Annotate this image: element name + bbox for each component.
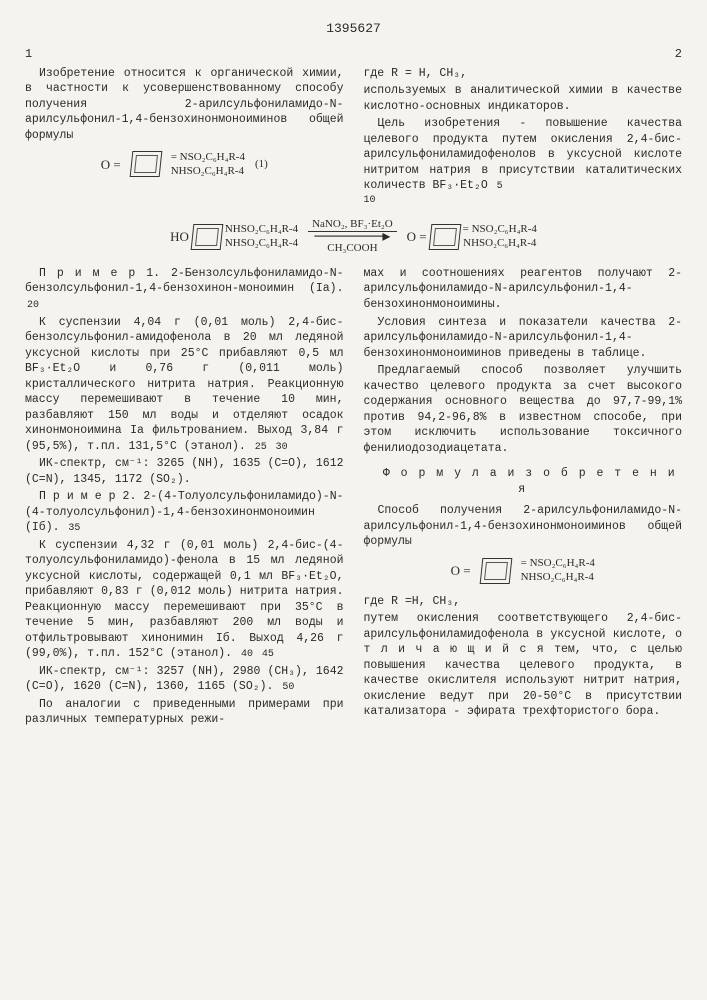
colnum-2: 2 xyxy=(675,46,682,62)
ex1-p1-text: К суспензии 4,04 г (0,01 моль) 2,4-бис-б… xyxy=(25,316,344,453)
claims-formula: O = = NSO₂C₆H₄R-4 NHSO₂C₆H₄R-4 xyxy=(364,558,683,584)
reaction-scheme: HO NHSO₂C₆H₄R-4 NHSO₂C₆H₄R-4 NaNO₂, BF₃·… xyxy=(25,219,682,254)
margin-40: 40 xyxy=(241,649,253,660)
margin-25: 25 xyxy=(255,442,267,453)
react-sub1: NHSO₂C₆H₄R-4 xyxy=(225,224,298,235)
claims-s2: NHSO₂C₆H₄R-4 xyxy=(521,572,595,583)
intro-p1: Изобретение относится к органической хим… xyxy=(25,66,344,144)
claims-title: Ф о р м у л а и з о б р е т е н и я xyxy=(364,466,683,497)
ex2-p1-text: К суспензии 4,32 г (0,01 моль) 2,4-бис-(… xyxy=(25,539,344,661)
ex2-p2: ИК-спектр, см⁻¹: 3257 (NH), 2980 (CH₃), … xyxy=(25,664,344,695)
rb-p3: Предлагаемый способ позволяет улучшить к… xyxy=(364,363,683,456)
formula-1: O = = NSO₂C₆H₄R-4 NHSO₂C₆H₄R-4 (1) xyxy=(25,151,344,177)
doc-number: 1395627 xyxy=(25,20,682,38)
claims-p3: путем окисления соответствующего 2,4-бис… xyxy=(364,611,683,720)
reagents-bot: CH₃COOH xyxy=(308,242,397,254)
prod-sub1: = NSO₂C₆H₄R-4 xyxy=(463,224,537,235)
margin-45: 45 xyxy=(262,649,274,660)
ex2-head: П р и м е р 2. 2-(4-Толуолсульфониламидо… xyxy=(25,489,344,536)
right-p3-text: Цель изобретения - повышение качества це… xyxy=(364,117,683,192)
formula1-sub1: = NSO₂C₆H₄R-4 xyxy=(171,152,245,163)
margin-20: 20 xyxy=(27,300,39,311)
reaction-arrow-icon: NaNO₂, BF₃·Et₂O ──────▸ CH₃COOH xyxy=(308,219,397,254)
margin-35: 35 xyxy=(68,523,80,534)
right-p1: где R = H, CH₃, xyxy=(364,66,683,82)
formula1-O: O = xyxy=(101,156,121,174)
ex1-head-text: П р и м е р 1. 2-Бензолсульфониламидо-N-… xyxy=(25,267,344,296)
ex1-p2: ИК-спектр, см⁻¹: 3265 (NH), 1635 (C=O), … xyxy=(25,456,344,487)
col-right-body: мах и соотношениях реагентов получают 2-… xyxy=(364,266,683,730)
claims-p1: Способ получения 2-арилсульфониламидо-N-… xyxy=(364,503,683,550)
margin-50: 50 xyxy=(282,682,294,693)
claims-s1: = NSO₂C₆H₄R-4 xyxy=(521,558,595,569)
ex1-p1: К суспензии 4,04 г (0,01 моль) 2,4-бис-б… xyxy=(25,315,344,455)
ex1-head: П р и м е р 1. 2-Бензолсульфониламидо-N-… xyxy=(25,266,344,313)
ex2-p1: К суспензии 4,32 г (0,01 моль) 2,4-бис-(… xyxy=(25,538,344,662)
react-HO: HO xyxy=(170,228,189,246)
react-sub2: NHSO₂C₆H₄R-4 xyxy=(225,238,298,249)
col-left-body: П р и м е р 1. 2-Бензолсульфониламидо-N-… xyxy=(25,266,344,730)
colnum-1: 1 xyxy=(25,46,32,62)
rb-p2: Условия синтеза и показатели качества 2-… xyxy=(364,315,683,362)
ex2-p3: По аналогии с приведенными примерами при… xyxy=(25,697,344,728)
formula1-tag: (1) xyxy=(255,157,268,172)
right-p2: используемых в аналитической химии в кач… xyxy=(364,83,683,114)
benzene-ring-icon xyxy=(428,224,461,250)
margin-30: 30 xyxy=(276,442,288,453)
col-left-top: 1 Изобретение относится к органической х… xyxy=(25,46,344,208)
body-columns: П р и м е р 1. 2-Бензолсульфониламидо-N-… xyxy=(25,266,682,730)
rb-p1: мах и соотношениях реагентов получают 2-… xyxy=(364,266,683,313)
margin-5: 5 xyxy=(497,181,503,192)
claims-O: O = xyxy=(451,562,471,580)
benzene-ring-icon xyxy=(190,224,223,250)
benzene-ring-icon xyxy=(479,558,512,584)
claims-p2: где R =H, CH₃, xyxy=(364,594,683,610)
prod-O: O = xyxy=(407,228,427,246)
prod-sub2: NHSO₂C₆H₄R-4 xyxy=(463,238,537,249)
right-p3: Цель изобретения - повышение качества це… xyxy=(364,116,683,194)
col-right-top: 2 где R = H, CH₃, используемых в аналити… xyxy=(364,46,683,208)
ex2-p2-text: ИК-спектр, см⁻¹: 3257 (NH), 2980 (CH₃), … xyxy=(25,665,344,694)
margin-10: 10 xyxy=(350,194,376,208)
intro-columns: 1 Изобретение относится к органической х… xyxy=(25,46,682,208)
benzene-ring-icon xyxy=(129,151,162,177)
formula1-sub2: NHSO₂C₆H₄R-4 xyxy=(171,166,245,177)
